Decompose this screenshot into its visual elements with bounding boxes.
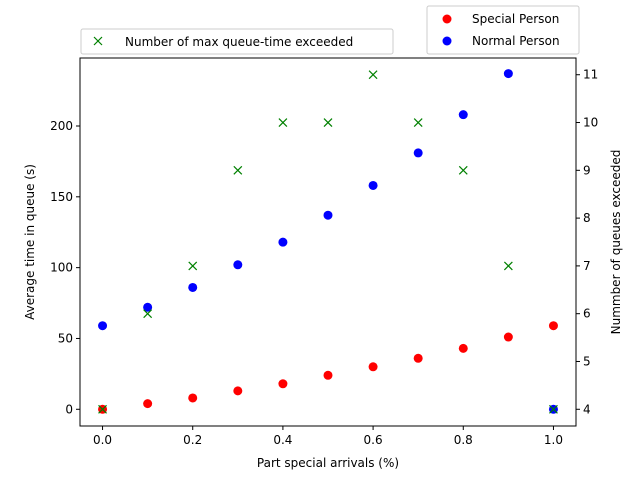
- y-tick-label: 100: [50, 261, 73, 275]
- normal-person-point: [323, 210, 333, 220]
- normal-person-point: [413, 148, 423, 158]
- special-person-point: [323, 370, 333, 380]
- legend-left-axis: Special Person Normal Person: [426, 5, 580, 55]
- legend-label-normal: Normal Person: [472, 34, 560, 48]
- legend-box: [426, 5, 580, 55]
- legend-blue-marker: [442, 36, 452, 46]
- normal-person-point: [98, 321, 108, 331]
- y2-tick-label: 8: [583, 211, 591, 225]
- plot-frame: [79, 57, 577, 427]
- y-axis-label: Average time in queue (s): [23, 164, 37, 320]
- exceeded-count-point: [278, 118, 288, 127]
- exceeded-count-point: [503, 261, 513, 271]
- normal-person-point: [278, 237, 288, 247]
- legend-red-marker: [442, 14, 452, 24]
- x-tick-label: 0.2: [183, 433, 202, 447]
- x-tick-label: 0.4: [273, 433, 292, 447]
- special-person-point: [278, 379, 288, 389]
- y2-tick-label: 9: [583, 163, 591, 177]
- special-person-point: [368, 362, 378, 372]
- y-tick-label: 0: [65, 402, 73, 416]
- exceeded-count-point: [233, 165, 243, 175]
- y2-tick-label: 10: [583, 116, 598, 130]
- special-person-point: [413, 353, 423, 363]
- normal-person-point: [458, 110, 468, 120]
- normal-person-point: [368, 180, 378, 190]
- normal-person-point: [143, 302, 153, 312]
- special-person-point: [503, 332, 513, 342]
- y2-axis-ticks: 4 5 6 7 8 9 10 11: [576, 68, 598, 416]
- normal-person-point: [188, 282, 198, 292]
- x-axis-label: Part special arrivals (%): [257, 456, 399, 470]
- x-tick-label: 0.0: [93, 433, 112, 447]
- y2-tick-label: 5: [583, 354, 591, 368]
- exceeded-count-point: [143, 309, 153, 319]
- exceeded-count-point: [413, 118, 423, 127]
- legend-right-axis: Number of max queue-time exceeded: [80, 28, 394, 55]
- exceeded-count-point: [98, 404, 107, 414]
- exceeded-count-point: [368, 70, 378, 80]
- exceeded-count-point: [549, 404, 558, 414]
- x-axis-ticks: 0.0 0.2 0.4 0.6 0.8 1.0: [93, 426, 563, 447]
- exceeded-count-point: [458, 165, 468, 175]
- y-tick-label: 50: [58, 331, 73, 345]
- exceeded-count-point: [323, 118, 333, 127]
- special-person-point: [458, 343, 468, 353]
- legend-label-special: Special Person: [472, 12, 559, 26]
- x-tick-label: 1.0: [544, 433, 563, 447]
- exceeded-count-point: [188, 261, 198, 271]
- y2-tick-label: 6: [583, 307, 591, 321]
- normal-person-point: [503, 69, 513, 79]
- y2-tick-label: 4: [583, 402, 591, 416]
- normal-person-point: [233, 260, 243, 270]
- legend-x-marker: [93, 36, 103, 46]
- y-tick-label: 150: [50, 190, 73, 204]
- y2-axis-label: Nummber of queues exceeded: [609, 150, 623, 335]
- special-person-point: [233, 386, 243, 396]
- y2-tick-label: 11: [583, 68, 598, 82]
- data-marks: [98, 69, 558, 414]
- special-person-point: [143, 399, 153, 409]
- special-person-point: [548, 321, 558, 331]
- special-person-point: [188, 393, 198, 403]
- legend-box: [80, 28, 394, 55]
- y-axis-ticks: 0 50 100 150 200: [50, 119, 80, 416]
- legend-label-exceeded: Number of max queue-time exceeded: [125, 35, 353, 49]
- y2-tick-label: 7: [583, 259, 591, 273]
- x-tick-label: 0.6: [364, 433, 383, 447]
- y-tick-label: 200: [50, 119, 73, 133]
- x-tick-label: 0.8: [454, 433, 473, 447]
